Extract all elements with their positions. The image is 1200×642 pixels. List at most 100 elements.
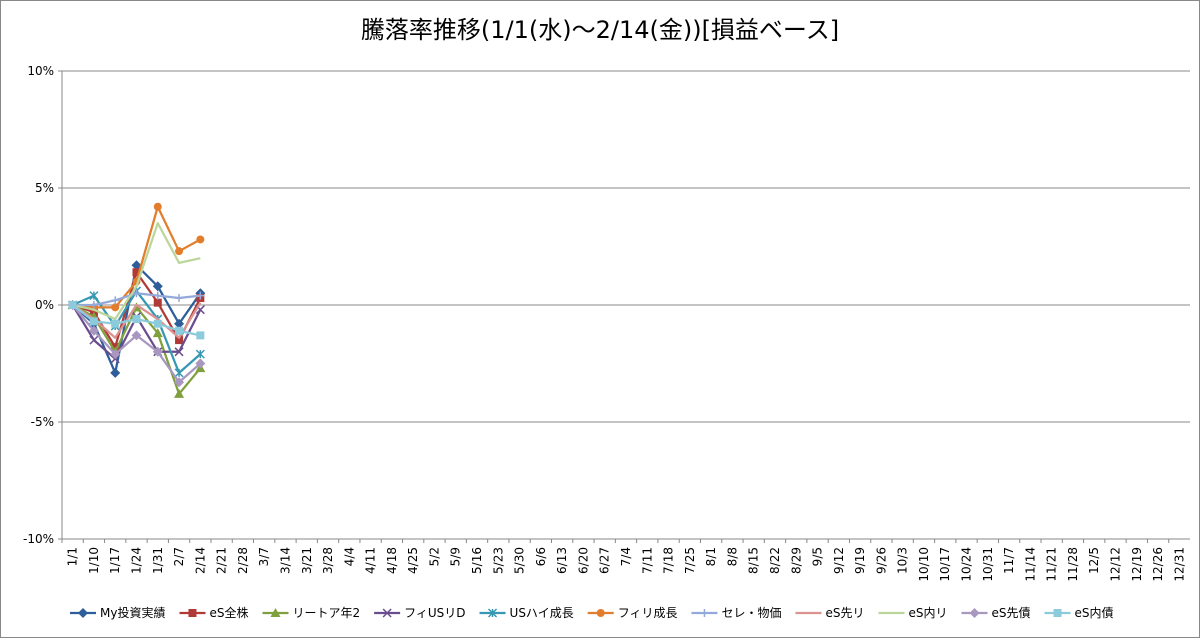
x-tick-label: 2/7 [172, 547, 186, 566]
legend-label: My投資実績 [100, 605, 165, 620]
point-marker [174, 318, 185, 329]
point-marker [175, 293, 184, 302]
legend-marker [382, 608, 392, 618]
x-tick-label: 10/24 [960, 547, 974, 582]
y-tick-label: 10% [27, 64, 54, 78]
x-tick-label: 10/31 [981, 547, 995, 582]
x-tick-label: 1/17 [108, 547, 122, 574]
x-tick-label: 2/21 [215, 547, 229, 574]
x-tick-label: 8/22 [768, 547, 782, 574]
point-marker [111, 319, 120, 328]
point-marker [153, 291, 162, 300]
x-tick-label: 4/25 [406, 547, 420, 574]
x-tick-label: 9/26 [874, 547, 888, 574]
legend-label: フィリ成長 [618, 606, 678, 620]
point-marker [152, 328, 163, 338]
legend-label: USハイ成長 [510, 606, 574, 620]
legend-marker [700, 609, 709, 617]
x-tick-label: 12/5 [1087, 547, 1101, 574]
x-tick-label: 7/25 [683, 547, 697, 574]
x-tick-label: 4/4 [342, 547, 356, 566]
point-marker [152, 281, 163, 292]
x-tick-label: 12/31 [1172, 547, 1186, 582]
point-marker [195, 349, 205, 359]
x-tick-label: 1/31 [151, 547, 165, 574]
point-marker [152, 346, 163, 357]
x-tick-label: 3/7 [257, 547, 271, 566]
legend-label: eS全株 [209, 605, 248, 620]
legend-marker [969, 608, 980, 618]
legend-label: フィUSリD [404, 606, 465, 620]
x-tick-label: 5/16 [470, 547, 484, 574]
x-tick-label: 3/28 [321, 547, 335, 574]
x-tick-label: 7/4 [619, 547, 633, 566]
legend-marker [270, 608, 281, 617]
point-marker [153, 202, 162, 211]
point-marker [110, 367, 121, 378]
x-tick-label: 6/27 [598, 547, 612, 574]
x-tick-label: 7/11 [640, 547, 654, 574]
x-tick-label: 1/10 [87, 547, 101, 574]
point-marker [174, 388, 185, 398]
point-marker [110, 349, 121, 360]
legend-marker [488, 608, 498, 618]
legend-label: リートア年2 [292, 606, 360, 620]
point-marker [68, 301, 77, 309]
x-tick-label: 5/23 [491, 547, 505, 574]
x-tick-label: 1/24 [129, 547, 143, 574]
point-marker [111, 296, 120, 305]
x-tick-label: 9/12 [832, 547, 846, 574]
x-tick-label: 12/19 [1130, 547, 1144, 582]
point-marker [175, 336, 184, 345]
point-marker [174, 377, 185, 388]
chart-title: 騰落率推移(1/1(水)～2/14(金))[損益ベース] [361, 16, 839, 44]
point-marker [89, 301, 98, 309]
legend-label: eS内リ [909, 606, 948, 620]
x-tick-label: 3/21 [300, 547, 314, 574]
x-tick-label: 4/18 [385, 547, 399, 574]
legend-label: eS先債 [992, 605, 1031, 620]
point-marker [175, 326, 184, 335]
x-tick-label: 6/20 [576, 547, 590, 574]
x-tick-label: 9/5 [811, 547, 825, 566]
y-tick-label: 0% [35, 298, 54, 312]
legend-marker [188, 609, 197, 617]
point-marker [196, 235, 205, 244]
y-tick-label: -10% [23, 532, 54, 546]
x-tick-label: 11/14 [1023, 547, 1037, 582]
point-marker [153, 319, 162, 328]
series-line [72, 221, 201, 321]
x-tick-label: 9/19 [853, 547, 867, 574]
point-marker [195, 358, 206, 369]
point-marker [131, 260, 142, 271]
point-marker [132, 315, 141, 324]
x-tick-label: 8/29 [789, 547, 803, 574]
x-tick-label: 8/1 [704, 547, 718, 566]
x-tick-label: 10/3 [896, 547, 910, 574]
x-tick-label: 2/14 [193, 547, 207, 574]
x-tick-label: 1/1 [66, 547, 80, 566]
point-marker [153, 298, 162, 307]
x-tick-label: 5/30 [513, 547, 527, 574]
legend-marker [78, 608, 88, 618]
x-tick-label: 2/28 [236, 547, 250, 574]
point-marker [131, 330, 142, 341]
legend-label: セレ・物価 [721, 606, 781, 620]
x-tick-label: 3/14 [278, 547, 292, 574]
x-tick-label: 8/8 [725, 547, 739, 566]
x-tick-label: 6/13 [555, 547, 569, 574]
point-marker [89, 317, 98, 326]
point-marker [196, 331, 205, 340]
point-marker [89, 335, 99, 345]
point-marker [89, 291, 99, 301]
x-tick-label: 11/28 [1066, 547, 1080, 582]
point-marker [88, 325, 99, 336]
point-marker [174, 368, 184, 378]
point-marker [132, 289, 141, 298]
x-tick-label: 12/26 [1151, 547, 1165, 582]
x-tick-label: 12/12 [1109, 547, 1123, 582]
point-marker [174, 347, 184, 357]
x-tick-label: 6/6 [534, 547, 548, 566]
